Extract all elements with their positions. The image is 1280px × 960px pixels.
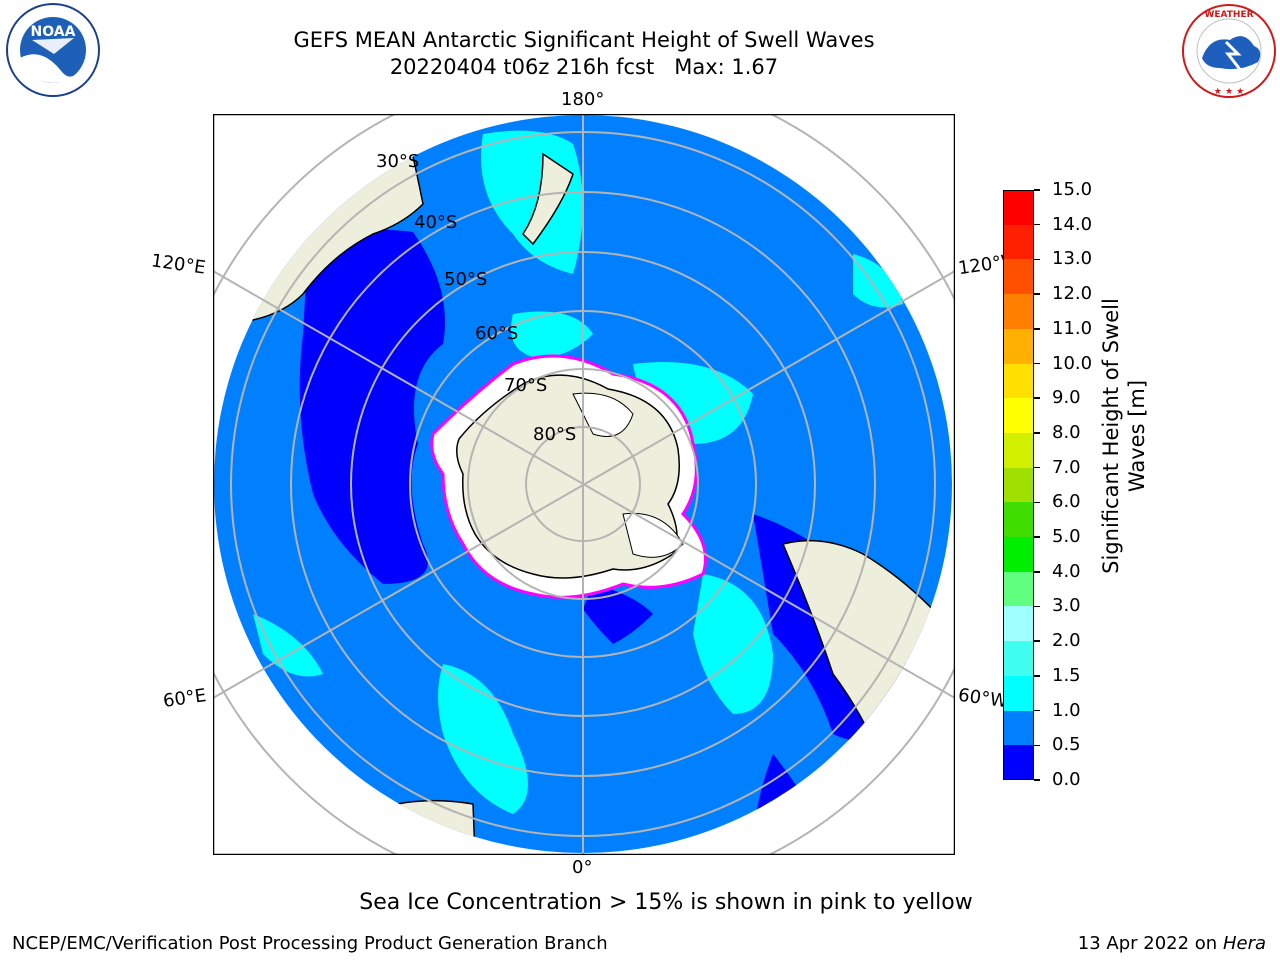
colorbar-tick-mark	[1034, 189, 1040, 191]
colorbar-tick-mark	[1034, 536, 1040, 538]
colorbar-tick-label: 6.0	[1052, 491, 1081, 513]
colorbar-tick-mark	[1034, 328, 1040, 330]
colorbar-segment	[1004, 328, 1033, 364]
colorbar-segment	[1004, 467, 1033, 503]
svg-text:WEATHER: WEATHER	[1204, 10, 1253, 20]
colorbar-segment	[1004, 224, 1033, 260]
colorbar-segment	[1004, 501, 1033, 538]
colorbar-segment	[1004, 363, 1033, 399]
colorbar-tick-mark	[1034, 640, 1040, 642]
colorbar-tick-label: 15.0	[1052, 179, 1093, 200]
svg-text:★ ★ ★: ★ ★ ★	[1214, 87, 1244, 97]
colorbar-segment	[1004, 258, 1033, 295]
chart-title: GEFS MEAN Antarctic Significant Height o…	[293, 28, 875, 52]
lon-label-120e: 120°E	[149, 250, 207, 279]
colorbar-tick-mark	[1034, 709, 1040, 712]
colorbar-segment	[1004, 605, 1033, 642]
colorbar-tick-mark	[1034, 605, 1040, 608]
sea-ice-caption: Sea Ice Concentration > 15% is shown in …	[359, 890, 973, 915]
colorbar-tick-mark	[1034, 501, 1040, 504]
colorbar-tick-label: 13.0	[1052, 248, 1093, 270]
colorbar-tick-label: 2.0	[1052, 630, 1081, 652]
lat-label-70s: 70°S	[504, 375, 548, 396]
colorbar-tick-label: 1.5	[1052, 664, 1081, 686]
lon-label-180: 180°	[561, 89, 605, 110]
colorbar-tick-label: 5.0	[1052, 526, 1081, 548]
lat-label-30s: 30°S	[376, 151, 420, 172]
colorbar-tick-label: 1.0	[1052, 699, 1081, 721]
footer-branch: NCEP/EMC/Verification Post Processing Pr…	[12, 933, 608, 954]
colorbar-segment	[1004, 293, 1033, 329]
colorbar-tick-label: 4.0	[1052, 560, 1081, 582]
colorbar-label: Significant Height of Swell Waves [m]	[1099, 298, 1149, 574]
colorbar-tick-label: 12.0	[1052, 283, 1093, 305]
colorbar-tick-label: 10.0	[1052, 352, 1093, 374]
noaa-logo-text: NOAA	[31, 24, 76, 40]
colorbar-tick-mark	[1034, 397, 1040, 399]
colorbar-segment	[1004, 536, 1033, 572]
noaa-logo: NOAA	[6, 3, 100, 97]
footer-date: 13 Apr 2022 on Hera	[1077, 933, 1266, 954]
colorbar	[1003, 190, 1034, 780]
colorbar-tick-label: 11.0	[1052, 317, 1093, 339]
chart-subtitle: 20220404 t06z 216h fcst Max: 1.67	[389, 55, 779, 79]
colorbar-tick-label: 0.5	[1052, 734, 1081, 756]
graticule	[213, 114, 955, 855]
colorbar-tick-mark	[1034, 675, 1040, 677]
colorbar-segment	[1004, 191, 1033, 225]
lon-label-0: 0°	[572, 857, 593, 878]
colorbar-segment	[1004, 640, 1033, 676]
new-zealand-land	[522, 152, 574, 246]
colorbar-tick-mark	[1034, 258, 1040, 261]
footer-machine: Hera	[1222, 933, 1266, 954]
colorbar-segment	[1004, 571, 1033, 607]
colorbar-tick-mark	[1034, 744, 1040, 747]
colorbar-tick-mark	[1034, 362, 1040, 365]
colorbar-tick-mark	[1034, 779, 1040, 781]
colorbar-segment	[1004, 744, 1033, 779]
lat-label-60s: 60°S	[475, 323, 519, 344]
colorbar-tick-label: 3.0	[1052, 595, 1081, 617]
colorbar-segment	[1004, 432, 1033, 468]
colorbar-tick-label: 8.0	[1052, 421, 1081, 443]
lat-label-80s: 80°S	[533, 424, 577, 445]
colorbar-tick-label: 7.0	[1052, 456, 1081, 478]
colorbar-tick-mark	[1034, 466, 1040, 469]
nws-logo: WEATHER ★ ★ ★	[1182, 4, 1276, 98]
low-swell-area	[299, 229, 445, 584]
colorbar-segment	[1004, 397, 1033, 433]
colorbar-tick-label: 14.0	[1052, 213, 1093, 235]
lon-label-60e: 60°E	[161, 685, 208, 712]
colorbar-tick-mark	[1034, 223, 1040, 226]
lat-label-40s: 40°S	[414, 212, 458, 233]
colorbar-tick-mark	[1034, 571, 1040, 573]
lon-label-60w: 60°W	[956, 684, 1009, 713]
colorbar-tick-label: 0.0	[1052, 769, 1081, 790]
colorbar-tick-mark	[1034, 432, 1040, 434]
colorbar-tick-label: 9.0	[1052, 387, 1081, 409]
colorbar-tick-mark	[1034, 293, 1040, 295]
colorbar-segment	[1004, 675, 1033, 711]
lat-label-50s: 50°S	[444, 269, 488, 290]
polar-map	[213, 114, 955, 855]
colorbar-segment	[1004, 710, 1033, 746]
